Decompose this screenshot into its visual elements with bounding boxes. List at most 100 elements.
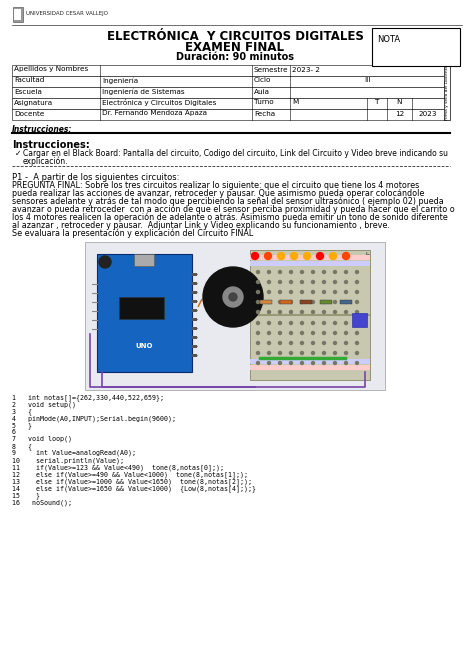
Circle shape	[322, 300, 326, 304]
Circle shape	[334, 310, 337, 314]
Bar	[250, 359, 370, 364]
Circle shape	[256, 280, 259, 284]
Text: 2   void setup(): 2 void setup()	[12, 401, 76, 407]
Bar	[192, 326, 197, 330]
Text: 14    else if(Value>=1650 && Value<1000)  {Low(8,notas[4];);}: 14 else if(Value>=1650 && Value<1000) {L…	[12, 485, 256, 492]
Text: sensores adelante y atrás de tal modo que percibiendo la señal del sensor ultras: sensores adelante y atrás de tal modo qu…	[12, 197, 444, 207]
Circle shape	[290, 310, 292, 314]
Circle shape	[290, 300, 292, 304]
Bar	[134, 254, 154, 266]
Circle shape	[334, 332, 337, 334]
Circle shape	[356, 290, 358, 294]
Bar	[320, 300, 332, 304]
Circle shape	[267, 280, 271, 284]
Circle shape	[290, 322, 292, 324]
Text: UNIVERSIDAD CESAR VALLEJO: UNIVERSIDAD CESAR VALLEJO	[26, 11, 108, 16]
Circle shape	[334, 351, 337, 355]
Circle shape	[356, 332, 358, 334]
Bar	[15, 9, 21, 20]
Circle shape	[345, 290, 347, 294]
Circle shape	[267, 361, 271, 365]
Circle shape	[322, 270, 326, 274]
Circle shape	[311, 310, 315, 314]
Circle shape	[252, 252, 258, 260]
Circle shape	[322, 322, 326, 324]
Bar	[340, 300, 352, 304]
Text: M: M	[292, 100, 298, 106]
Text: ELECTRÓNICA  Y CIRCUITOS DIGITALES: ELECTRÓNICA Y CIRCUITOS DIGITALES	[107, 30, 364, 43]
Circle shape	[256, 341, 259, 345]
Circle shape	[317, 252, 323, 260]
Circle shape	[277, 252, 284, 260]
Circle shape	[345, 341, 347, 345]
Text: 1   int notas[]={262,330,440,522,659};: 1 int notas[]={262,330,440,522,659};	[12, 394, 164, 401]
Bar	[192, 290, 197, 294]
Circle shape	[334, 270, 337, 274]
Circle shape	[290, 351, 292, 355]
Bar	[12, 109, 444, 120]
Circle shape	[345, 332, 347, 334]
Circle shape	[290, 270, 292, 274]
Circle shape	[203, 267, 263, 327]
Circle shape	[290, 341, 292, 345]
Text: 8   {: 8 {	[12, 443, 32, 450]
Text: Fecha: Fecha	[254, 110, 275, 116]
Circle shape	[334, 280, 337, 284]
Circle shape	[301, 361, 303, 365]
Circle shape	[334, 361, 337, 365]
Circle shape	[290, 332, 292, 334]
Bar	[192, 335, 197, 339]
Text: Escuela: Escuela	[14, 88, 42, 94]
Circle shape	[329, 252, 337, 260]
Circle shape	[322, 290, 326, 294]
Circle shape	[267, 351, 271, 355]
Circle shape	[256, 310, 259, 314]
Circle shape	[356, 322, 358, 324]
Circle shape	[256, 351, 259, 355]
Circle shape	[322, 351, 326, 355]
Circle shape	[311, 280, 315, 284]
Circle shape	[311, 300, 315, 304]
Text: 10    serial.println(Value);: 10 serial.println(Value);	[12, 457, 124, 464]
Text: 3   {: 3 {	[12, 408, 32, 415]
Text: Apellidos y Nombres: Apellidos y Nombres	[14, 66, 88, 72]
Text: 2023- 2: 2023- 2	[292, 66, 320, 72]
Circle shape	[345, 351, 347, 355]
Circle shape	[290, 361, 292, 365]
Text: NOTA: NOTA	[377, 35, 400, 44]
Text: Duración: 90 minutos: Duración: 90 minutos	[176, 52, 294, 62]
Text: 5   }: 5 }	[12, 422, 32, 429]
Circle shape	[267, 300, 271, 304]
Circle shape	[322, 361, 326, 365]
Text: los 4 motores realicen la operación de adelante o atrás. Asimismo pueda emitir u: los 4 motores realicen la operación de a…	[12, 213, 448, 223]
Circle shape	[301, 270, 303, 274]
Circle shape	[334, 290, 337, 294]
Bar	[260, 300, 272, 304]
Circle shape	[279, 361, 282, 365]
Circle shape	[279, 332, 282, 334]
Bar	[12, 87, 444, 98]
Bar	[250, 365, 370, 370]
Circle shape	[356, 270, 358, 274]
Circle shape	[229, 293, 237, 301]
Text: Cargar en el Black Board: Pantalla del circuito, Codigo del circuito, Link del C: Cargar en el Black Board: Pantalla del c…	[23, 149, 448, 158]
Text: b: b	[365, 252, 370, 261]
Circle shape	[334, 341, 337, 345]
Circle shape	[301, 280, 303, 284]
Circle shape	[267, 310, 271, 314]
Text: Se evaluara la presentación y explicación del Circuito FINAL: Se evaluara la presentación y explicació…	[12, 229, 253, 239]
Circle shape	[311, 351, 315, 355]
Bar	[97, 254, 192, 372]
Circle shape	[345, 280, 347, 284]
Circle shape	[356, 280, 358, 284]
Circle shape	[345, 300, 347, 304]
Text: 6: 6	[12, 429, 16, 435]
Circle shape	[290, 280, 292, 284]
Text: Ingeniería de Sistemas: Ingeniería de Sistemas	[102, 88, 185, 95]
Text: Docente: Docente	[14, 110, 45, 116]
Bar	[12, 98, 444, 109]
Bar	[192, 282, 197, 284]
Text: Dr. Fernando Mendoza Apaza: Dr. Fernando Mendoza Apaza	[102, 110, 207, 116]
Text: Aula: Aula	[254, 88, 270, 94]
Text: 12    else if(Value>=490 && Value<1000)  tone(8,notas[1];);: 12 else if(Value>=490 && Value<1000) ton…	[12, 471, 248, 478]
